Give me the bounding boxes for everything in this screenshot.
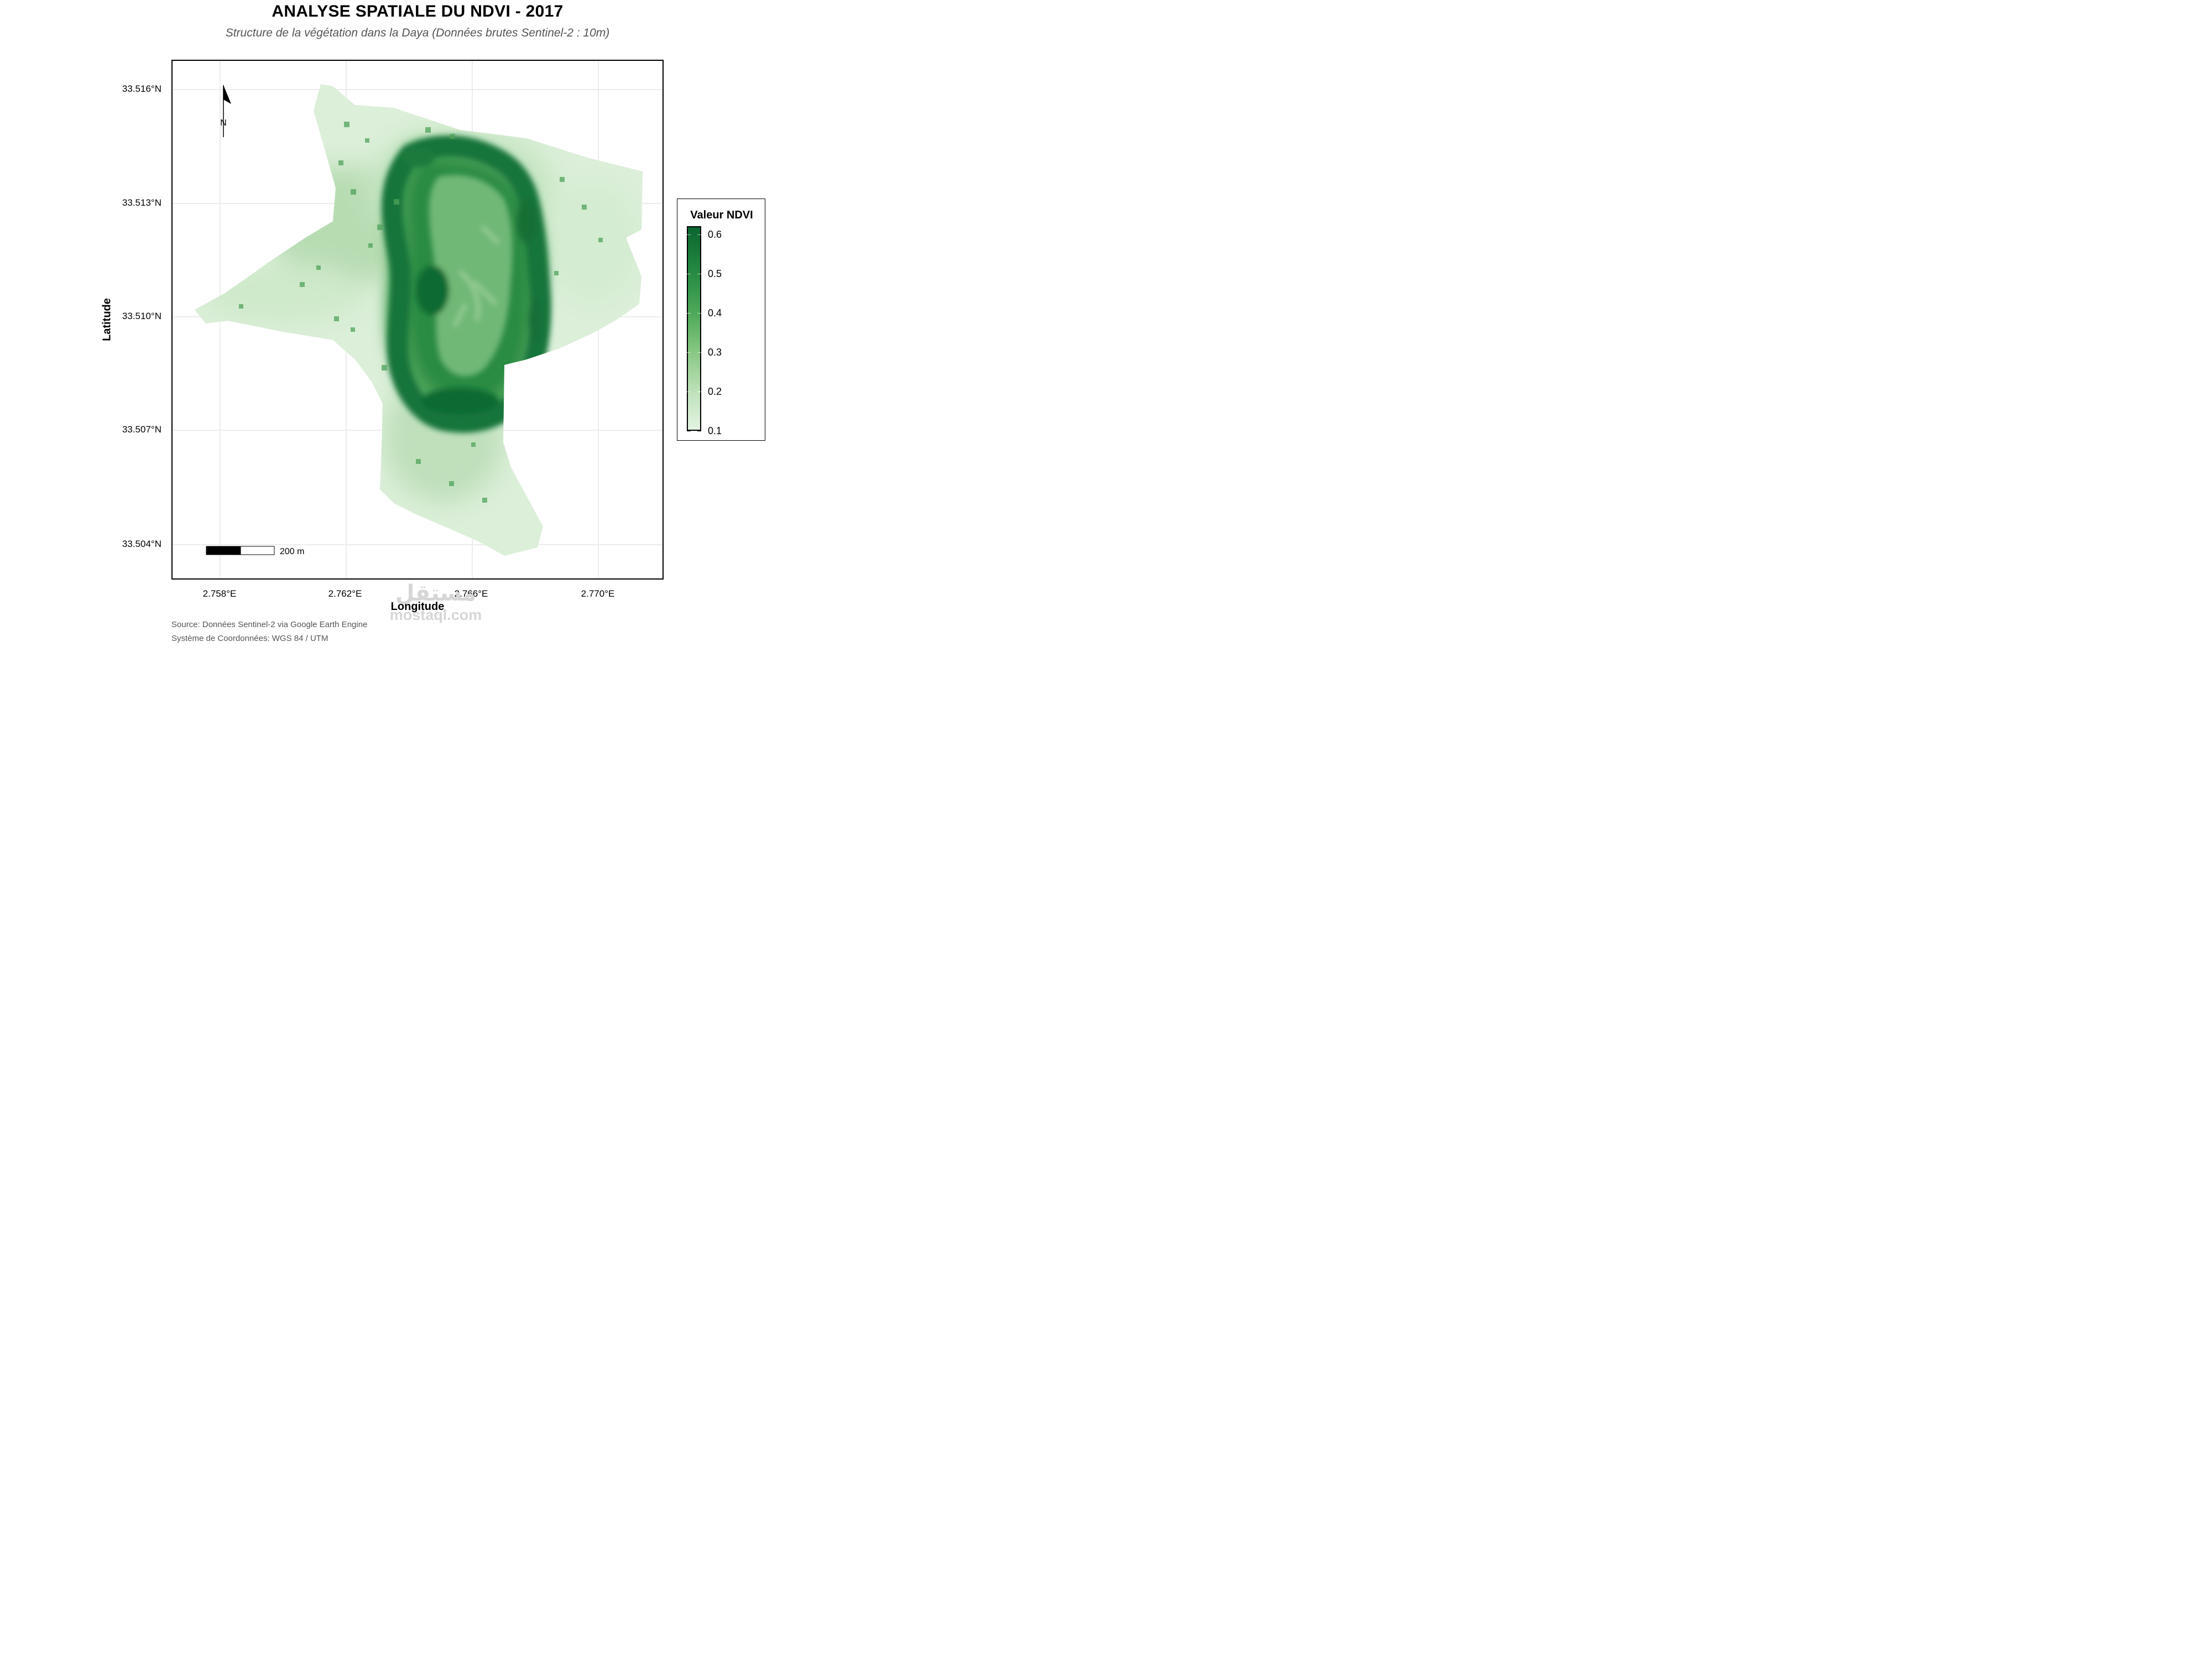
legend-label: 0.1 [708, 425, 722, 436]
legend-label: 0.5 [708, 268, 722, 279]
y-tick-label: 33.516°N [122, 84, 161, 94]
ndvi-raster [195, 84, 643, 556]
source-caption: Source: Données Sentinel-2 via Google Ea… [171, 620, 368, 629]
x-tick-label: 2.758°E [202, 588, 237, 599]
legend-label: 0.3 [708, 347, 722, 358]
x-tick-label: 2.766°E [454, 588, 488, 599]
scale-bar [206, 546, 275, 555]
y-tick-label: 33.513°N [122, 197, 161, 208]
ndvi-map-svg: N 200 m [173, 61, 662, 578]
x-tick-label: 2.770°E [581, 588, 615, 599]
y-tick-label: 33.510°N [122, 311, 161, 321]
y-tick-label: 33.504°N [122, 539, 161, 549]
legend-colorbar [687, 226, 701, 431]
legend-title: Valeur NDVI [690, 209, 753, 221]
y-tick-label: 33.507°N [122, 424, 161, 435]
north-arrow-label: N [220, 118, 227, 128]
legend-label: 0.4 [708, 307, 722, 319]
x-axis-label: Longitude [390, 601, 445, 613]
legend-label: 0.2 [708, 386, 722, 397]
scale-bar-label: 200 m [280, 547, 304, 556]
crs-caption: Système de Coordonnées: WGS 84 / UTM [171, 634, 328, 643]
legend-label: 0.6 [708, 229, 722, 240]
x-tick-label: 2.762°E [328, 588, 362, 599]
y-axis-label: Latitude [101, 298, 113, 341]
north-arrow-icon [223, 85, 231, 137]
map-subtitle: Structure de la végétation dans la Daya … [225, 27, 610, 39]
ndvi-legend: Valeur NDVI 0.6 0.5 0.4 0.3 0.2 0.1 [677, 199, 765, 441]
map-title: ANALYSE SPATIALE DU NDVI - 2017 [272, 2, 564, 20]
map-panel: N 200 m [171, 60, 664, 580]
